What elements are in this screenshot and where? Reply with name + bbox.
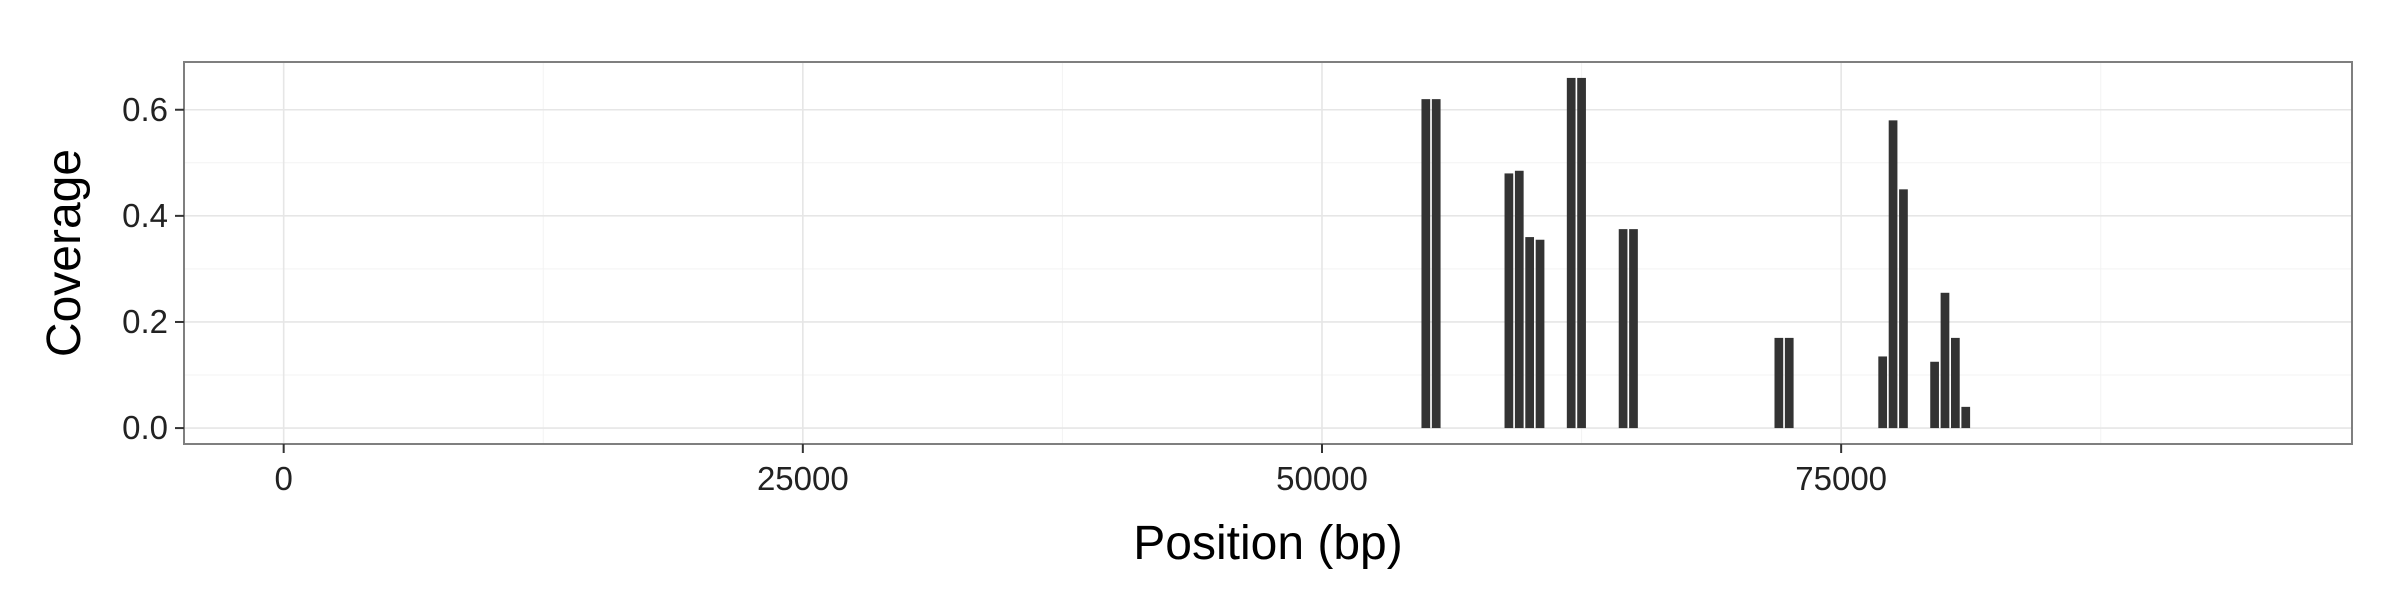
y-tick-label: 0.2 [122, 303, 168, 340]
y-axis: 0.0 0.2 0.4 0.6 [122, 91, 184, 446]
coverage-bar [1774, 337, 1784, 429]
coverage-bar [1951, 337, 1960, 429]
coverage-bar [1899, 189, 1908, 429]
coverage-bar [1514, 170, 1524, 429]
y-tick-label: 0.4 [122, 197, 168, 234]
coverage-bar [1535, 239, 1545, 429]
x-axis: 0 25000 50000 75000 [274, 444, 1887, 497]
coverage-bar [1618, 229, 1628, 429]
coverage-bar [1431, 99, 1441, 429]
x-tick-label: 25000 [757, 460, 849, 497]
coverage-bar [1421, 99, 1431, 429]
x-tick-label: 75000 [1795, 460, 1887, 497]
coverage-bar [1577, 77, 1586, 429]
major-gridlines [184, 62, 2352, 444]
coverage-bar [1504, 173, 1514, 429]
x-tick-label: 50000 [1276, 460, 1368, 497]
coverage-bar [1525, 237, 1535, 429]
bar-series [1421, 77, 1971, 429]
y-tick-label: 0.6 [122, 91, 168, 128]
y-axis-title: Coverage [38, 149, 91, 357]
coverage-bar [1878, 356, 1888, 429]
coverage-bar [1888, 120, 1898, 429]
y-tick-label: 0.0 [122, 409, 168, 446]
x-tick-label: 0 [274, 460, 292, 497]
coverage-bar [1784, 337, 1794, 429]
coverage-bar [1629, 229, 1638, 429]
coverage-bar [1961, 406, 1971, 429]
plot-panel [184, 62, 2352, 444]
coverage-bar [1930, 361, 1939, 429]
coverage-bar [1940, 292, 1950, 429]
coverage-bar [1566, 77, 1576, 429]
plot-border [183, 61, 2353, 445]
x-axis-title: Position (bp) [1133, 517, 1402, 570]
